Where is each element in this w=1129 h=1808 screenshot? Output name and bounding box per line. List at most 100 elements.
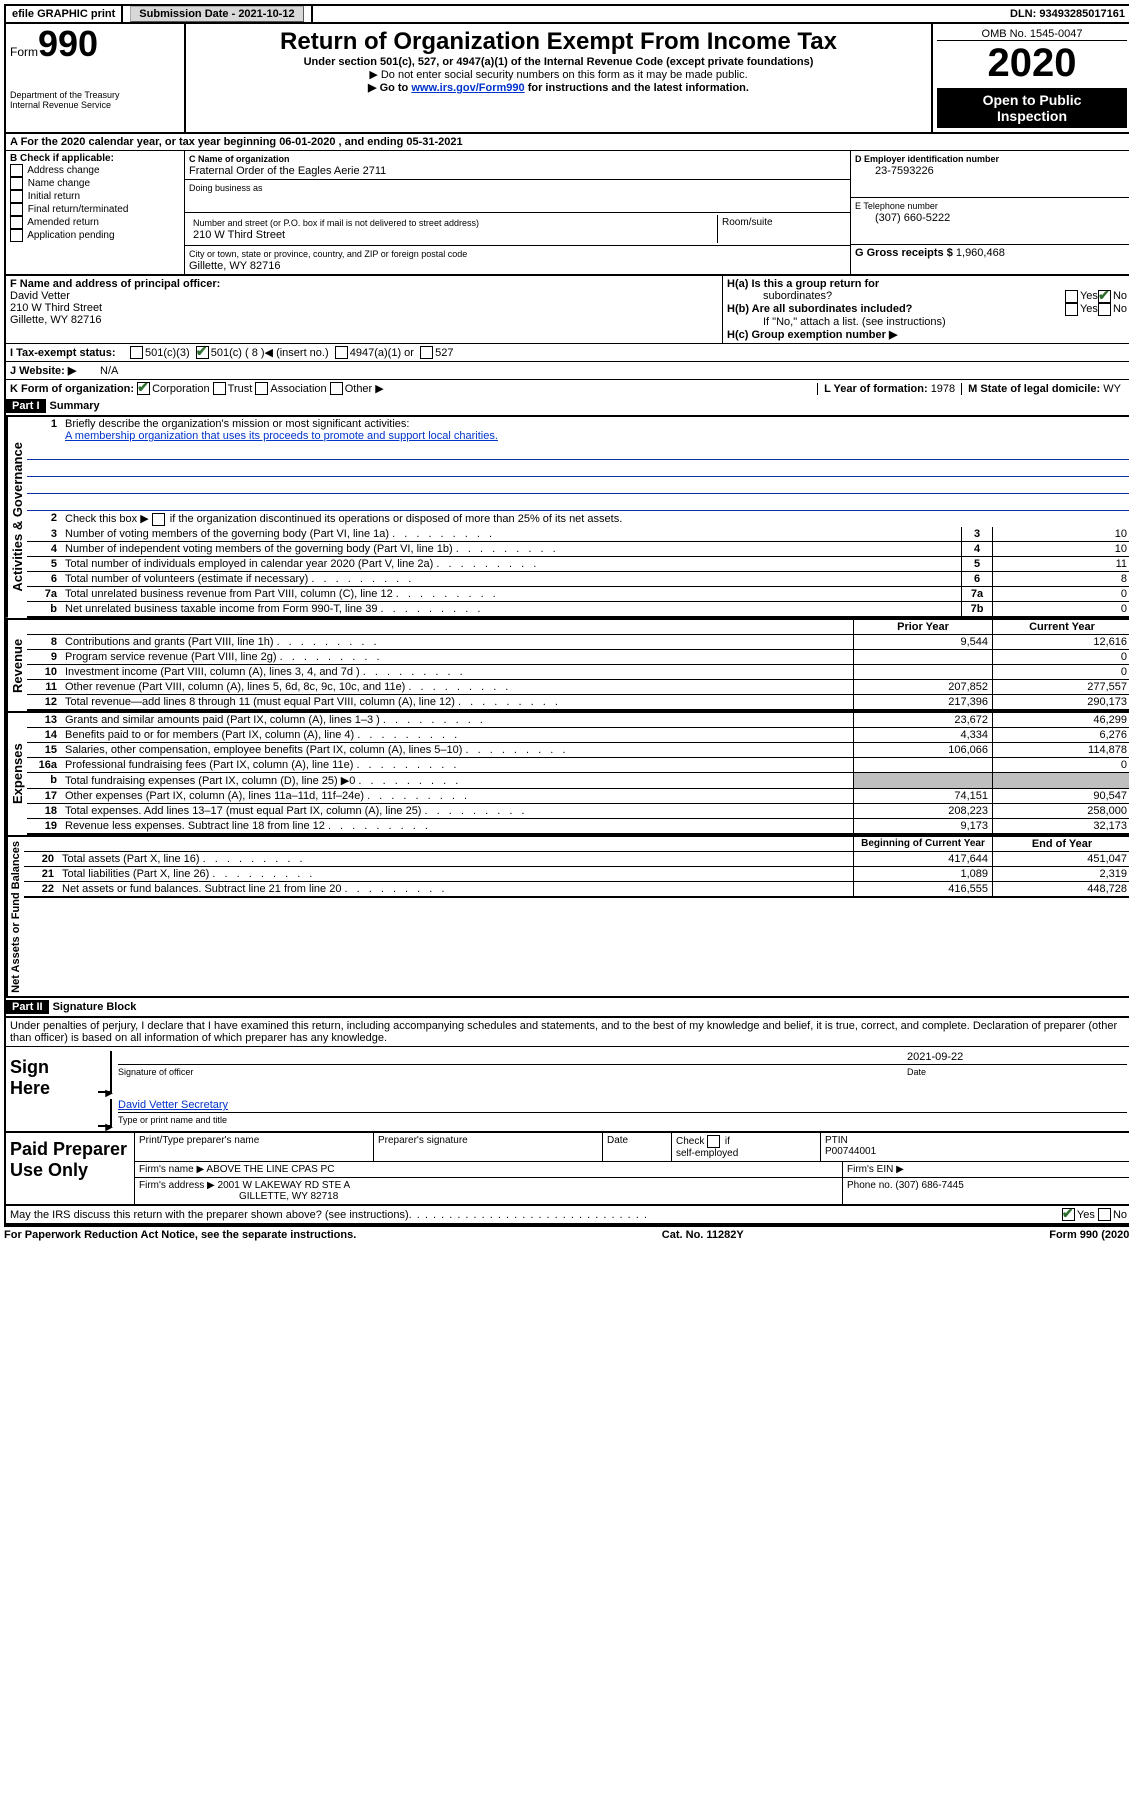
org-name: Fraternal Order of the Eagles Aerie 2711 [189,165,386,177]
officer-name-link[interactable]: David Vetter Secretary [118,1099,228,1111]
cb-hb-no[interactable] [1098,303,1111,316]
line-i: I Tax-exempt status: 501(c)(3) 501(c) ( … [6,344,1129,362]
arrow-icon [98,1099,112,1127]
part1-header: Part ISummary [6,397,1129,417]
form990-link[interactable]: www.irs.gov/Form990 [411,82,524,94]
gross-label: G Gross receipts $ [855,247,953,259]
pt-sig-label: Preparer's signature [374,1133,603,1161]
summary-row: 19Revenue less expenses. Subtract line 1… [27,819,1129,835]
summary-row: 5Total number of individuals employed in… [27,557,1129,572]
line-a: A For the 2020 calendar year, or tax yea… [6,134,1129,151]
form-title: Return of Organization Exempt From Incom… [190,28,927,56]
summary-row: 6Total number of volunteers (estimate if… [27,572,1129,587]
efile-label: efile GRAPHIC print [6,6,123,22]
summary-row: 3Number of voting members of the governi… [27,527,1129,542]
cb-self-emp[interactable] [707,1135,720,1148]
cb-501c[interactable] [196,346,209,359]
form-number: Form990 [10,28,180,60]
cb-4947[interactable] [335,346,348,359]
part2-header: Part IISignature Block [6,998,1129,1018]
discuss-label: May the IRS discuss this return with the… [10,1209,409,1221]
tax-year: 2020 [937,41,1127,86]
summary-row: 11Other revenue (Part VIII, column (A), … [27,680,1129,695]
phone-label: Phone no. [847,1180,893,1191]
page-footer: For Paperwork Reduction Act Notice, see … [4,1227,1129,1243]
ptin-label: PTIN [825,1135,848,1146]
cb-initial-return[interactable] [10,190,23,203]
note-link: ▶ Go to www.irs.gov/Form990 for instruct… [190,81,927,94]
addr: 210 W Third Street [193,229,285,241]
ruled-line [27,477,1129,494]
tel: (307) 660-5222 [855,212,950,224]
firm-addr-label: Firm's address ▶ [139,1180,215,1191]
cb-assoc[interactable] [255,382,268,395]
discuss-row: May the IRS discuss this return with the… [6,1204,1129,1225]
cb-corp[interactable] [137,382,150,395]
summary-row: 10Investment income (Part VIII, column (… [27,665,1129,680]
col-curr: Current Year [992,620,1129,634]
firm-ein-label: Firm's EIN ▶ [847,1164,904,1175]
firm-name-label: Firm's name ▶ [139,1164,204,1175]
date-label: Date [907,1067,1127,1077]
sidetab-net: Net Assets or Fund Balances [6,837,24,997]
summary-row: 12Total revenue—add lines 8 through 11 (… [27,695,1129,711]
q1: Briefly describe the organization's miss… [65,418,409,430]
cb-hb-yes[interactable] [1065,303,1078,316]
summary-row: 18Total expenses. Add lines 13–17 (must … [27,804,1129,819]
ha: H(a) Is this a group return for [727,278,879,290]
col-d: D Employer identification number23-75932… [851,151,1129,274]
summary-row: bTotal fundraising expenses (Part IX, co… [27,773,1129,789]
hb-note: If "No," attach a list. (see instruction… [727,316,1127,328]
cb-discuss-yes[interactable] [1062,1208,1075,1221]
hc: H(c) Group exemption number ▶ [727,329,897,341]
cb-501c3[interactable] [130,346,143,359]
line-j: J Website: ▶ N/A [6,362,1129,380]
footer-left: For Paperwork Reduction Act Notice, see … [4,1229,356,1241]
ein-label: D Employer identification number [855,154,999,164]
ein: 23-7593226 [855,165,934,177]
cb-address-change[interactable] [10,164,23,177]
rev-blank [61,620,853,634]
cb-final-return[interactable] [10,203,23,216]
cb-discontinued[interactable] [152,513,165,526]
cb-app-pending[interactable] [10,229,23,242]
city: Gillette, WY 82716 [189,260,281,272]
cb-other[interactable] [330,382,343,395]
cb-discuss-no[interactable] [1098,1208,1111,1221]
summary-row: 20Total assets (Part X, line 16) . . . .… [24,852,1129,867]
cb-ha-yes[interactable] [1065,290,1078,303]
summary-row: 15Salaries, other compensation, employee… [27,743,1129,758]
room-label: Room/suite [722,217,773,228]
sidetab-governance: Activities & Governance [6,417,27,618]
cb-name-change[interactable] [10,177,23,190]
section-governance: Activities & Governance 1Briefly describ… [6,417,1129,620]
col-end: End of Year [992,837,1129,851]
section-revenue: Revenue Prior YearCurrent Year 8Contribu… [6,620,1129,713]
sig-officer-blank [118,1051,907,1063]
cb-527[interactable] [420,346,433,359]
ruled-line [27,494,1129,511]
summary-row: 7aTotal unrelated business revenue from … [27,587,1129,602]
summary-row: 17Other expenses (Part IX, column (A), l… [27,789,1129,804]
block-bcde: B Check if applicable: Address change Na… [6,151,1129,276]
cb-amended[interactable] [10,216,23,229]
dept-treasury: Department of the Treasury [10,90,180,100]
cb-ha-no[interactable] [1098,290,1111,303]
mission-link[interactable]: A membership organization that uses its … [65,430,498,442]
ptin: P00744001 [825,1146,876,1157]
dba-label: Doing business as [189,183,263,193]
irs-label: Internal Revenue Service [10,100,180,110]
year-formation: 1978 [931,383,955,395]
cb-trust[interactable] [213,382,226,395]
firm-name: ABOVE THE LINE CPAS PC [206,1164,334,1175]
firm-addr2: GILLETTE, WY 82718 [139,1191,338,1202]
footer-mid: Cat. No. 11282Y [662,1229,744,1241]
phone: (307) 686-7445 [895,1180,963,1191]
addr-label: Number and street (or P.O. box if mail i… [193,218,479,228]
pt-name-label: Print/Type preparer's name [135,1133,374,1161]
ruled-line [27,460,1129,477]
summary-row: 8Contributions and grants (Part VIII, li… [27,635,1129,650]
sign-here-block: Sign Here 2021-09-22 Signature of office… [6,1047,1129,1131]
paid-preparer-label: Paid Preparer Use Only [6,1133,135,1204]
open-public-badge: Open to PublicInspection [937,88,1127,128]
